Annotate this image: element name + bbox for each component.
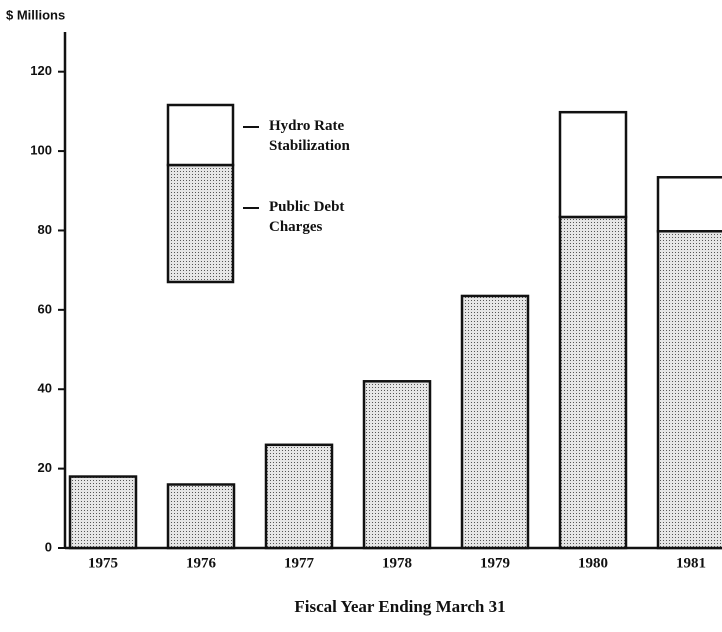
x-tick-label: 1977: [284, 555, 315, 571]
y-tick-label: 0: [45, 539, 52, 554]
x-tick-label: 1978: [382, 555, 412, 571]
legend-swatch: [166, 103, 235, 167]
legend-label-line: Hydro Rate: [269, 118, 344, 134]
legend-label-line: Charges: [269, 219, 322, 235]
x-tick-label: 1980: [578, 555, 608, 571]
legend-label-line: Stabilization: [269, 138, 351, 154]
y-tick-label: 60: [38, 301, 52, 316]
legend-label: Hydro Rate Stabilization: [269, 118, 351, 154]
bar-segment: [558, 110, 628, 219]
x-tick-label: 1976: [186, 555, 217, 571]
bar-segment: [68, 475, 138, 550]
x-tick-label: 1981: [676, 555, 706, 571]
bar-segment: [166, 483, 236, 550]
bar-segment: [656, 230, 722, 550]
y-tick-label: 20: [38, 460, 52, 475]
bar-segment: [460, 294, 530, 550]
bar-segment: [558, 215, 628, 550]
bar-segment: [264, 443, 334, 550]
x-tick-label: 1975: [88, 555, 118, 571]
y-axis-label: $ Millions: [6, 7, 65, 22]
y-tick-label: 100: [30, 143, 52, 158]
legend-label: Public Debt Charges: [269, 199, 344, 235]
y-tick-label: 80: [38, 222, 52, 237]
bar-segment: [362, 380, 432, 550]
y-tick-label: 40: [38, 381, 52, 396]
y-tick-label: 120: [30, 63, 52, 78]
legend-swatch: [166, 163, 235, 284]
x-tick-label: 1979: [480, 555, 510, 571]
legend-label-line: Public Debt: [269, 199, 344, 215]
x-axis-label: Fiscal Year Ending March 31: [294, 597, 505, 616]
bar-segment: [656, 176, 722, 233]
